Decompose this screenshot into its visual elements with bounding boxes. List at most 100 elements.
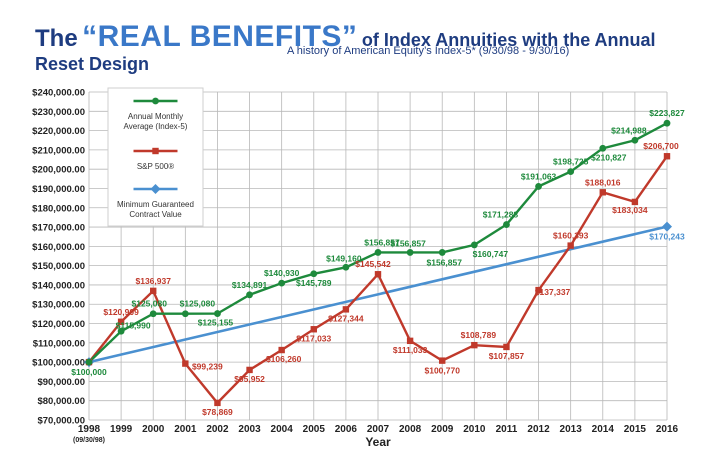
data-label-index5: $156,857 [364, 237, 400, 247]
series-sp500-point [471, 341, 478, 349]
data-label-sp500: $160,393 [553, 231, 589, 241]
series-index5-point [181, 310, 189, 318]
series-guaranteed-point [662, 221, 672, 232]
x-tick-label: 2003 [238, 424, 261, 435]
series-index5-point [149, 310, 157, 318]
x-tick-label: 2002 [206, 424, 229, 435]
legend-guaranteed-label: Minimum Guaranteed [117, 200, 194, 209]
data-label-index5: $160,747 [473, 249, 509, 259]
data-label-sp500: $137,337 [535, 287, 571, 297]
title-suffix: of Index Annuities with the Annual Reset… [35, 30, 656, 74]
series-index5-point [310, 270, 318, 278]
series-index5-point [278, 279, 286, 287]
series-layer [84, 119, 672, 407]
y-tick-label: $110,000.00 [33, 338, 85, 349]
series-index5-point [663, 119, 671, 127]
legend-guaranteed-label-2: Contract Value [129, 210, 182, 219]
legend-index5-label: Annual Monthly [128, 112, 183, 121]
series-sp500-point [246, 366, 253, 374]
data-label-index5: $156,857 [426, 257, 462, 267]
data-label-index5: $198,725 [553, 157, 589, 167]
series-index5-point [85, 358, 93, 366]
series-sp500-point [439, 357, 446, 364]
y-tick-label: $130,000.00 [32, 300, 85, 311]
data-label-index5: $100,000 [71, 367, 107, 377]
y-tick-label: $150,000.00 [32, 261, 85, 272]
y-tick-label: $160,000.00 [32, 242, 85, 253]
x-tick-label: 2008 [399, 424, 422, 435]
y-tick-label: $70,000.00 [37, 416, 85, 427]
series-sp500-point [599, 189, 606, 196]
x-tick-label: 2005 [303, 424, 326, 435]
series-sp500-point [342, 306, 350, 313]
series-index5-point [246, 291, 253, 299]
data-label-index5: $140,930 [264, 268, 300, 278]
y-tick-label: $190,000.00 [32, 184, 85, 195]
x-tick-label: 2016 [656, 424, 679, 435]
series-sp500-point [278, 346, 285, 354]
series-sp500-point [535, 286, 542, 294]
series-index5-point [535, 183, 542, 190]
series-index5-point [599, 144, 607, 152]
data-label-sp500: $188,016 [585, 177, 621, 187]
legend-index5-label-2: Average (Index-5) [124, 122, 188, 131]
series-index5-point [438, 249, 446, 256]
x-tick-label: 2006 [335, 424, 358, 435]
title-highlight: “REAL BENEFITS” [82, 20, 358, 53]
y-tick-label: $230,000.00 [32, 107, 85, 118]
x-tick-label: 2015 [624, 424, 647, 435]
y-axis-ticks: $70,000.00 $80,000.00 $90,000.00 $100,000.0… [32, 88, 85, 427]
x-tick-label: 1999 [110, 424, 133, 435]
y-tick-label: $240,000.00 [32, 88, 85, 99]
series-guaranteed-line [88, 225, 668, 364]
data-label-index5: $134,891 [232, 280, 268, 290]
y-tick-label: $90,000.00 [37, 377, 85, 388]
series-sp500-point [117, 318, 125, 325]
legend-sp500-label: S&P 500® [137, 162, 174, 171]
x-tick-sublabel: (09/30/98) [73, 437, 105, 444]
series-index5-point [214, 310, 221, 317]
data-label-sp500: $206,700 [643, 141, 679, 151]
data-label-index5: $223,827 [649, 108, 685, 118]
chart-subtitle: A history of American Equity’s Index-5* … [287, 45, 570, 57]
data-label-sp500: $127,344 [328, 313, 364, 323]
chart-title: The “REAL BENEFITS” of Index Annuities w… [35, 20, 695, 75]
data-label-index5: $214,988 [611, 125, 647, 135]
series-sp500-point [310, 326, 317, 333]
x-tick-label: 2001 [174, 424, 197, 435]
series-sp500-point [182, 360, 189, 367]
x-tick-label: 2009 [431, 424, 454, 435]
data-label-index5: $191,063 [521, 171, 557, 181]
y-tick-label: $220,000.00 [32, 126, 85, 137]
y-tick-label: $80,000.00 [37, 396, 85, 407]
data-label-sp500: $106,260 [266, 354, 302, 364]
y-tick-label: $100,000.00 [32, 358, 85, 369]
series-index5-point [374, 249, 382, 256]
x-axis-label: Year [365, 435, 391, 449]
data-label-sp500: $100,770 [424, 366, 460, 376]
series-sp500-point [663, 153, 671, 160]
data-label-index5: $125,080 [131, 299, 167, 309]
data-labels: $100,000 $115,990 $125,080 $125,080 $125,155… [71, 108, 685, 417]
data-label-sp500: $107,857 [489, 351, 525, 361]
series-sp500-point [567, 242, 574, 249]
grid-lines [88, 91, 668, 421]
legend-index5-marker [152, 97, 159, 105]
data-label-sp500: $120,909 [103, 307, 139, 317]
data-label-guaranteed: $170,243 [649, 232, 685, 242]
data-label-sp500: $99,239 [192, 362, 223, 372]
y-tick-label: $170,000.00 [32, 223, 85, 234]
x-axis-ticks: 1998 1999 2000 2001 2002 2003 2004 2005 2006 2007… [73, 424, 679, 449]
legend-box [107, 87, 204, 227]
series-index5-point [406, 249, 414, 256]
y-tick-label: $200,000.00 [32, 165, 85, 176]
series-index5-point [342, 263, 350, 271]
y-tick-label: $210,000.00 [32, 145, 85, 156]
data-label-index5: $171,288 [483, 210, 519, 220]
x-tick-label: 2011 [496, 424, 518, 435]
data-label-index5: $156,857 [390, 238, 426, 248]
data-label-sp500: $136,937 [135, 276, 171, 286]
series-index5-point [117, 327, 125, 335]
